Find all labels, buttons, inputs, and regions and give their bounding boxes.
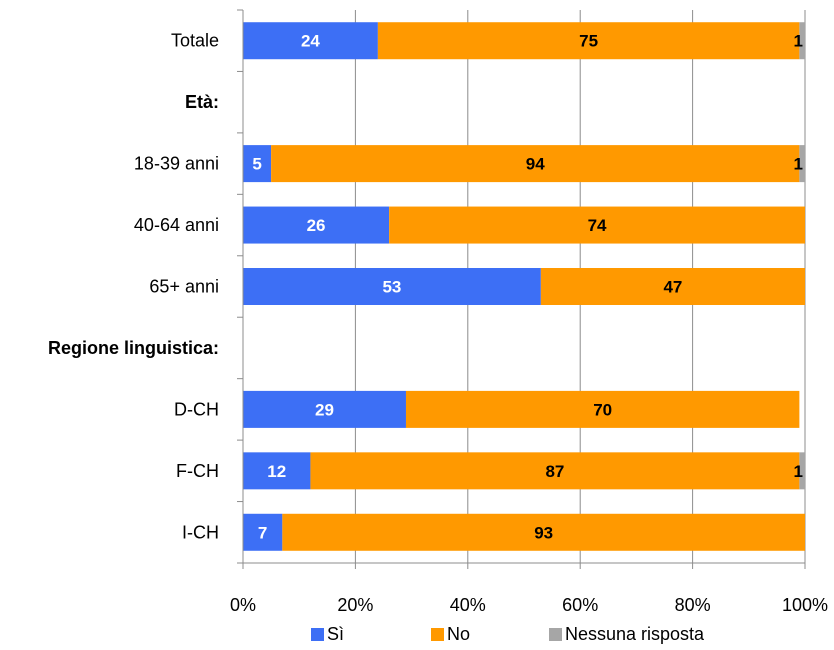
bar-segment	[799, 22, 805, 60]
bar-segment	[540, 268, 805, 305]
bar-segment	[799, 452, 805, 490]
bar-segment	[377, 22, 800, 60]
data-label: 1	[794, 32, 803, 51]
data-label: 74	[588, 216, 607, 235]
legend-swatch	[549, 628, 562, 641]
x-tick-label: 40%	[450, 595, 486, 615]
data-label: 70	[593, 400, 612, 419]
data-label: 47	[663, 278, 682, 297]
bar-segment	[243, 22, 378, 60]
data-label: 26	[307, 216, 326, 235]
category-label: F-CH	[176, 461, 219, 481]
bar-segment	[243, 206, 390, 244]
legend-label: No	[447, 624, 470, 644]
bar-segment	[243, 390, 406, 428]
bar-segment	[243, 452, 311, 490]
bar-segment	[389, 206, 805, 244]
bar-segment	[310, 452, 800, 490]
bar-segment	[271, 145, 800, 183]
x-tick-label: 20%	[337, 595, 373, 615]
category-label: 18-39 anni	[134, 154, 219, 174]
category-label: I-CH	[182, 522, 219, 542]
x-tick-label: 80%	[675, 595, 711, 615]
data-label: 24	[301, 32, 320, 51]
category-label: Regione linguistica:	[48, 338, 219, 358]
data-label: 75	[579, 32, 598, 51]
legend-swatch	[431, 628, 444, 641]
data-label: 5	[252, 155, 261, 174]
category-label: 40-64 anni	[134, 215, 219, 235]
bar-segment	[243, 513, 283, 551]
data-label: 87	[545, 462, 564, 481]
data-label: 1	[794, 462, 803, 481]
x-tick-label: 100%	[782, 595, 828, 615]
legend: Sì No Nessuna risposta	[311, 624, 705, 644]
data-label: 93	[534, 523, 553, 542]
data-label: 1	[794, 155, 803, 174]
x-tick-label: 60%	[562, 595, 598, 615]
data-label: 7	[258, 523, 267, 542]
x-tick-labels: 0% 20% 40% 60% 80% 100%	[230, 595, 828, 615]
legend-label: Sì	[327, 624, 344, 644]
bar-segment	[243, 145, 272, 183]
bars: 24 75 1 5 94 1 26 74 53 47 29 70 12 87 1 7 93	[243, 22, 806, 551]
x-tick-label: 0%	[230, 595, 256, 615]
category-label: D-CH	[174, 399, 219, 419]
data-label: 53	[382, 278, 401, 297]
data-label: 29	[315, 400, 334, 419]
legend-label: Nessuna risposta	[565, 624, 705, 644]
data-label: 94	[526, 155, 545, 174]
data-label: 12	[267, 462, 286, 481]
bar-segment	[405, 390, 800, 428]
category-label: 65+ anni	[149, 277, 219, 297]
bar-segment	[282, 513, 806, 551]
legend-swatch	[311, 628, 324, 641]
bar-segment	[243, 268, 541, 305]
bar-segment	[799, 145, 805, 183]
axes	[237, 9, 806, 569]
category-labels: Totale Età: 18-39 anni 40-64 anni 65+ anni Re…	[48, 31, 219, 543]
category-label: Totale	[171, 31, 219, 51]
category-label: Età:	[185, 92, 219, 112]
